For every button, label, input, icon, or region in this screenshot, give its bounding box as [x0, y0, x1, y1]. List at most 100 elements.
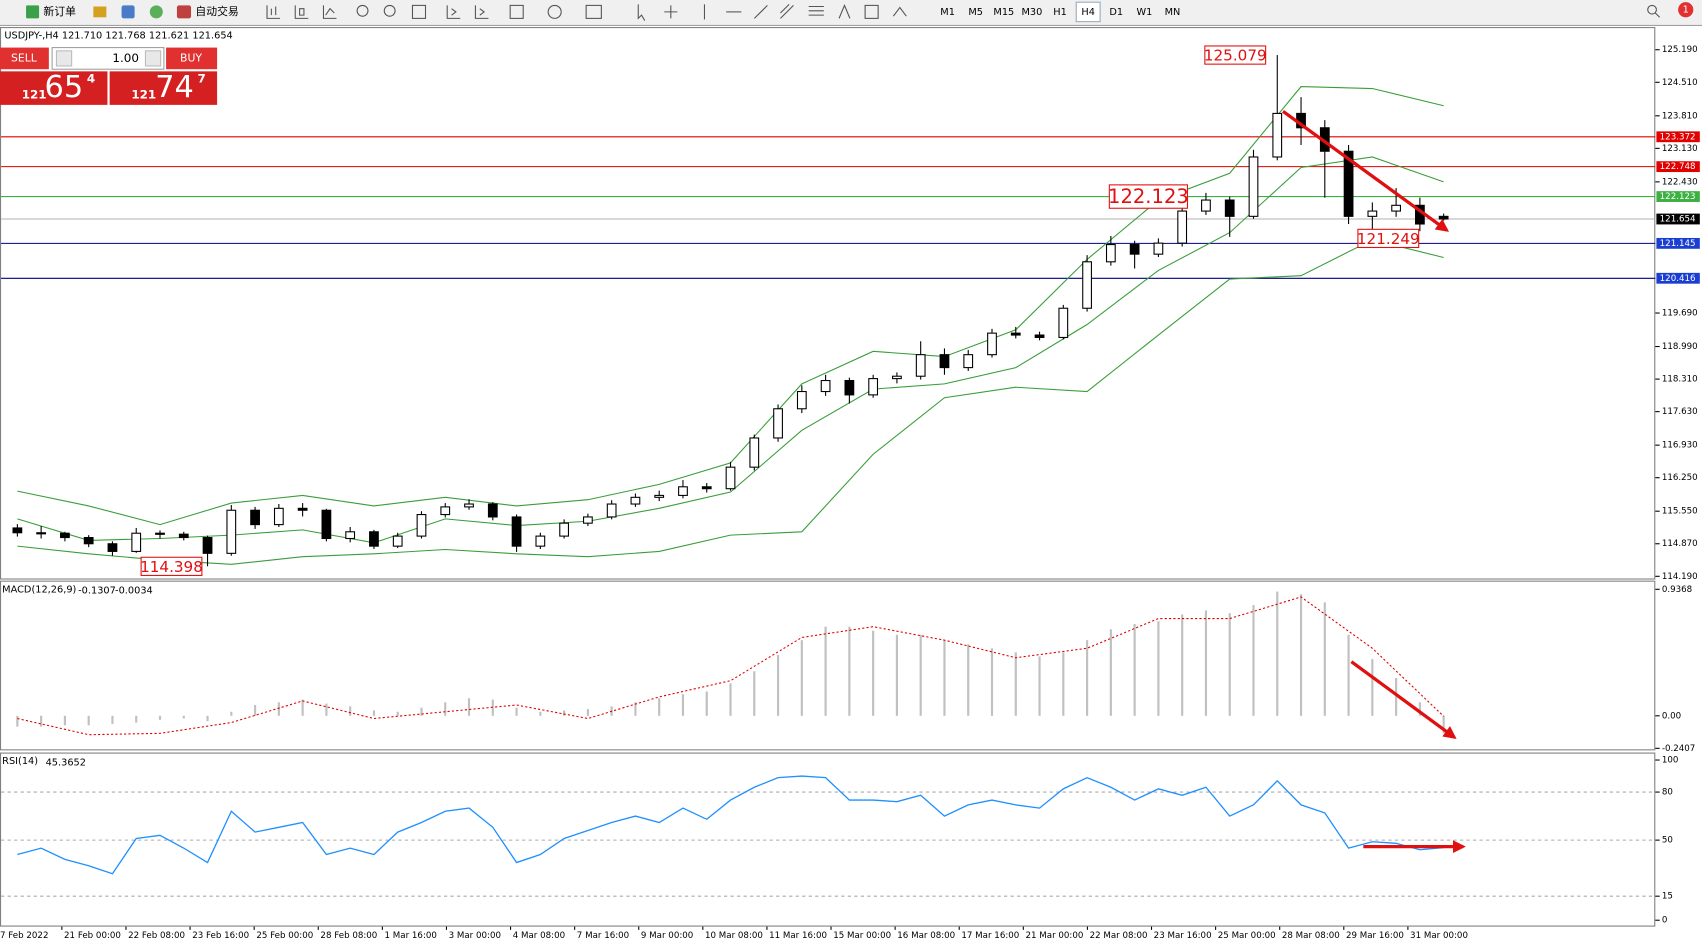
macd-bar	[586, 709, 589, 716]
buy-label[interactable]: BUY	[180, 51, 202, 64]
rsi-title: RSI(14)	[2, 756, 38, 767]
timeframe-button[interactable]: M1	[940, 7, 955, 18]
tool-icon[interactable]	[780, 3, 794, 19]
y-tick-label: 118.310	[1662, 375, 1698, 385]
sell-label[interactable]: SELL	[11, 51, 37, 64]
timeframe-button[interactable]: M30	[1022, 7, 1043, 18]
y-tick-label: 0.00	[1662, 711, 1681, 721]
sell-price-box[interactable]	[0, 71, 108, 105]
candle-body	[654, 494, 665, 498]
level-tag	[1656, 237, 1700, 249]
macd-bar	[563, 710, 566, 716]
price-label-box	[140, 556, 203, 576]
lots-input[interactable]	[51, 47, 165, 70]
macd-bar	[1252, 605, 1255, 716]
notification-badge[interactable]	[1678, 2, 1694, 18]
candle-body	[60, 532, 70, 539]
lots-value[interactable]: 1.00	[112, 51, 139, 65]
tool-icon[interactable]	[383, 4, 396, 17]
macd-bar	[848, 626, 851, 716]
tool-icon[interactable]	[121, 5, 135, 19]
macd-bar	[967, 644, 970, 716]
buy-price-box[interactable]	[109, 71, 218, 105]
tool-icon[interactable]	[322, 5, 337, 19]
candle-body	[559, 522, 569, 537]
candle-body	[606, 503, 617, 518]
macd-bar	[1086, 640, 1089, 716]
level-tag-label: 121.145	[1660, 239, 1696, 249]
tool-icon[interactable]	[808, 5, 824, 16]
x-tick-label: 21 Feb 00:00	[64, 931, 121, 941]
macd-bar	[990, 648, 994, 716]
chart-title: USDJPY-,H4 121.710 121.768 121.621 121.6…	[4, 31, 232, 42]
macd-bar	[1109, 629, 1112, 716]
candle-body	[1082, 261, 1092, 309]
timeframe-button[interactable]: M15	[993, 7, 1014, 18]
timeframe-button[interactable]: H1	[1053, 7, 1067, 18]
macd-bar	[895, 634, 899, 716]
candle-body	[1438, 215, 1449, 220]
y-tick-label: 0	[1662, 916, 1668, 926]
tool-icon[interactable]	[149, 5, 163, 19]
x-tick-label: 16 Mar 08:00	[897, 931, 955, 941]
tool-icon[interactable]	[585, 4, 602, 19]
candle-body	[226, 509, 237, 554]
macd-bar	[658, 698, 661, 716]
tool-icon[interactable]	[892, 6, 907, 17]
tool-icon[interactable]	[294, 5, 309, 19]
tool-icon[interactable]	[266, 5, 281, 19]
timeframe-button[interactable]: MN	[1165, 7, 1181, 18]
tool-icon[interactable]	[411, 4, 427, 19]
new-order-icon[interactable]	[26, 5, 40, 19]
lots-down[interactable]	[55, 50, 73, 67]
drawn-arrows	[1282, 110, 1466, 854]
tool-icon[interactable]	[547, 4, 562, 19]
candle-body	[250, 509, 260, 526]
timeframe-button[interactable]: W1	[1136, 7, 1152, 18]
tool-icon[interactable]	[356, 4, 369, 17]
plots: 125.190 124.510 123.810 123.130 122.430 119.6…	[1, 45, 1700, 926]
candle-body	[1367, 210, 1378, 217]
auto-trade-button[interactable]: 自动交易	[195, 4, 238, 18]
level-tag	[1656, 131, 1700, 143]
search-icon[interactable]	[1654, 12, 1661, 18]
price-label: 121.249	[1357, 230, 1420, 248]
candle-body	[1129, 244, 1140, 255]
tool-icon[interactable]	[509, 4, 524, 19]
tool-icon[interactable]	[446, 5, 461, 19]
search-icon[interactable]	[1647, 4, 1657, 15]
candle-body	[678, 486, 688, 496]
trend-arrow	[1282, 110, 1450, 232]
new-order-button[interactable]: 新订单	[43, 4, 76, 18]
timeframe-button[interactable]: D1	[1109, 7, 1123, 18]
lots-up[interactable]	[144, 50, 162, 67]
tool-icon[interactable]	[637, 4, 646, 21]
tool-icon[interactable]	[754, 5, 768, 19]
macd-value: -0.1307	[78, 585, 116, 596]
timeframe-button[interactable]: H4	[1081, 7, 1095, 18]
tool-icon[interactable]	[864, 4, 879, 19]
y-tick-label: 15	[1662, 892, 1673, 902]
sell-button[interactable]	[0, 47, 49, 70]
macd-bar	[301, 699, 304, 716]
y-tick-label: 124.510	[1662, 78, 1698, 88]
macd-bar	[753, 671, 756, 716]
y-tick-label: -0.2407	[1662, 744, 1695, 754]
candle-body	[939, 354, 950, 369]
buy-button[interactable]	[166, 47, 218, 70]
auto-trade-icon[interactable]	[176, 5, 192, 19]
candle-body	[464, 503, 474, 508]
tool-icon[interactable]	[474, 5, 489, 19]
candle-body	[416, 514, 427, 537]
tool-icon[interactable]	[838, 4, 851, 19]
buy-big-figure: 121	[131, 88, 156, 102]
candle-body	[1153, 242, 1164, 255]
macd-bar	[1062, 652, 1065, 716]
candle-body	[796, 390, 807, 410]
level-tag	[1656, 213, 1700, 225]
macd-bar	[1157, 621, 1160, 716]
tool-icon[interactable]	[93, 6, 107, 18]
timeframe-button[interactable]: M5	[968, 7, 983, 18]
candle-body	[820, 379, 831, 393]
tool-icon[interactable]	[664, 5, 678, 19]
